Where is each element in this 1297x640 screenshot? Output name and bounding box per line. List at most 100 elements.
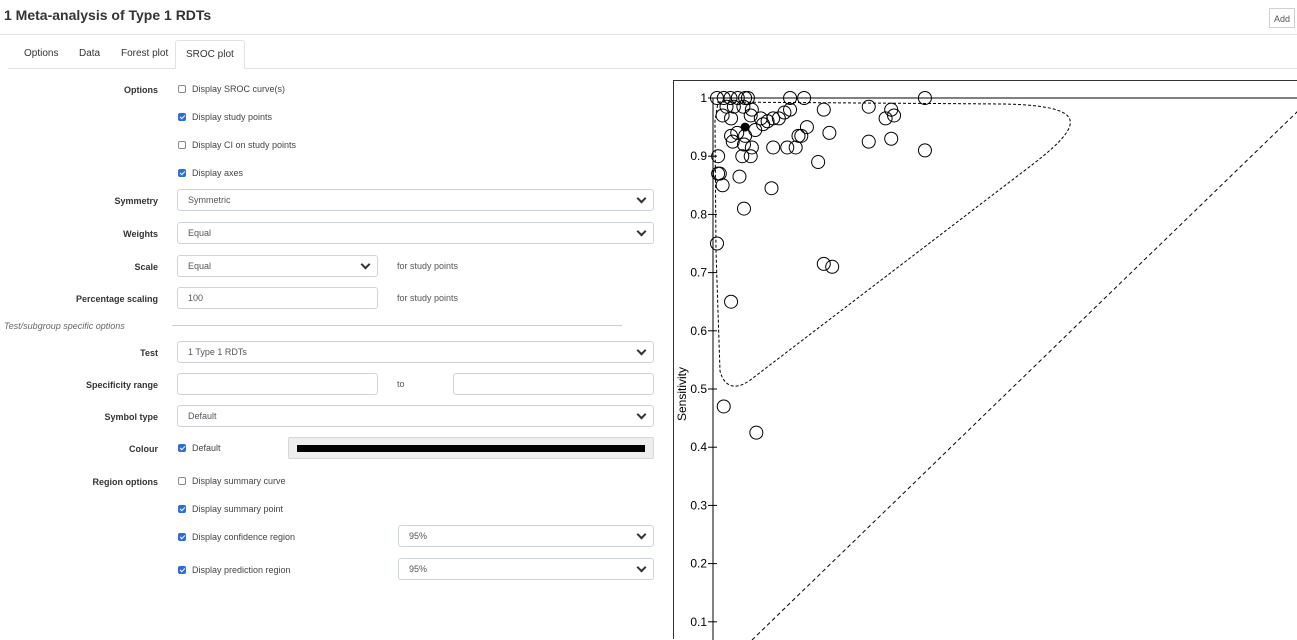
y-tick-label: 0.4: [690, 440, 707, 454]
study-point: [744, 140, 759, 155]
checkbox-icon[interactable]: [178, 85, 186, 93]
scale-hint: for study points: [397, 261, 459, 271]
y-tick-label: 0.3: [690, 498, 707, 512]
chance-diagonal-line: [751, 111, 1297, 640]
study-point: [736, 99, 751, 114]
symmetry-select[interactable]: Symmetric: [177, 189, 654, 211]
display-confidence-region-checkbox[interactable]: Display confidence region: [178, 532, 295, 542]
study-point: [710, 236, 724, 251]
test-label: Test: [140, 348, 158, 358]
checkbox-icon[interactable]: [178, 141, 186, 149]
study-point: [711, 149, 726, 164]
study-point: [749, 425, 764, 440]
checkbox-icon[interactable]: [178, 477, 186, 485]
display-axes-checkbox[interactable]: Display axes: [178, 168, 243, 178]
header-bar: 1 Meta-analysis of Type 1 RDTs Add: [0, 0, 1297, 35]
specificity-to-input[interactable]: [453, 373, 654, 395]
checkbox-checked-icon[interactable]: [178, 169, 186, 177]
study-point: [780, 140, 795, 155]
y-tick-label: 0.6: [690, 324, 707, 338]
options-label: Options: [124, 85, 158, 95]
specificity-from-input[interactable]: [177, 373, 378, 395]
display-summary-curve-checkbox[interactable]: Display summary curve: [178, 476, 286, 486]
select-value: Symmetric: [188, 195, 231, 205]
tab-sroc-plot[interactable]: SROC plot: [175, 40, 245, 69]
checkbox-checked-icon[interactable]: [178, 533, 186, 541]
study-point: [715, 108, 730, 123]
sroc-plot-svg: 0.1 0.2 0.3 0.4 0.5 0.6 0.7 0.8 0.9 1 Sensitivity: [675, 91, 1297, 640]
prediction-region: [714, 101, 1071, 387]
study-point: [816, 102, 831, 117]
study-point: [738, 91, 753, 105]
display-ci-checkbox[interactable]: Display CI on study points: [178, 140, 296, 150]
chevron-down-icon: [360, 259, 371, 270]
display-study-points-checkbox[interactable]: Display study points: [178, 112, 272, 122]
study-point: [730, 125, 745, 140]
select-value: Equal: [188, 261, 212, 271]
study-point: [884, 131, 899, 146]
select-value: Default: [188, 411, 217, 421]
study-point: [712, 166, 727, 181]
checkbox-label: Display SROC curve(s): [192, 84, 286, 94]
study-point: [724, 128, 739, 143]
colour-swatch: [297, 445, 645, 452]
chevron-down-icon: [636, 345, 647, 356]
tab-forest-plot[interactable]: Forest plot: [121, 48, 169, 59]
scale-label: Scale: [134, 262, 158, 272]
checkbox-checked-icon[interactable]: [178, 444, 186, 452]
study-point: [794, 128, 809, 143]
test-select[interactable]: 1 Type 1 RDTs: [177, 341, 654, 363]
study-point: [825, 259, 840, 274]
weights-select[interactable]: Equal: [177, 222, 654, 244]
study-point: [743, 149, 758, 164]
tab-options[interactable]: Options: [24, 48, 59, 59]
checkbox-label: Display CI on study points: [192, 140, 297, 150]
study-point: [716, 399, 731, 414]
chevron-down-icon: [636, 409, 647, 420]
symbol-type-select[interactable]: Default: [177, 405, 654, 427]
section-divider: [172, 325, 622, 326]
checkbox-checked-icon[interactable]: [178, 566, 186, 574]
section-label: Test/subgroup specific options: [4, 321, 125, 331]
chevron-down-icon: [636, 562, 647, 573]
checkbox-checked-icon[interactable]: [178, 113, 186, 121]
colour-label: Colour: [129, 444, 158, 454]
scale-select[interactable]: Equal: [177, 255, 378, 277]
study-point: [917, 91, 932, 105]
study-point: [723, 91, 738, 105]
y-tick-label: 0.7: [690, 266, 707, 280]
study-point: [724, 111, 739, 126]
symmetry-label: Symmetry: [114, 196, 158, 206]
checkbox-checked-icon[interactable]: [178, 505, 186, 513]
sroc-plot: 0.1 0.2 0.3 0.4 0.5 0.6 0.7 0.8 0.9 1 Sensitivity: [673, 80, 1297, 640]
study-point: [748, 123, 763, 138]
study-point: [736, 201, 751, 216]
colour-default-checkbox[interactable]: Default: [178, 443, 221, 453]
study-point: [771, 111, 786, 126]
add-button[interactable]: Add: [1269, 8, 1295, 28]
confidence-region-select[interactable]: 95%: [398, 525, 654, 547]
specificity-range-label: Specificity range: [85, 380, 158, 390]
checkbox-label: Display axes: [192, 168, 244, 178]
summary-point: [740, 122, 750, 132]
checkbox-label: Default: [192, 443, 221, 453]
study-point: [797, 91, 812, 105]
prediction-region-select[interactable]: 95%: [398, 558, 654, 580]
study-point: [783, 91, 798, 105]
study-point: [822, 125, 837, 140]
study-point: [732, 169, 747, 184]
study-point: [744, 102, 759, 117]
display-prediction-region-checkbox[interactable]: Display prediction region: [178, 565, 291, 575]
y-tick-label: 0.8: [690, 207, 707, 221]
percentage-scaling-input[interactable]: 100: [177, 287, 378, 309]
study-point: [861, 99, 876, 114]
symbol-type-label: Symbol type: [104, 412, 158, 422]
tab-data[interactable]: Data: [79, 48, 101, 59]
checkbox-label: Display confidence region: [192, 532, 296, 542]
study-point: [753, 111, 768, 126]
select-value: 95%: [409, 564, 428, 574]
specificity-to-label: to: [397, 379, 405, 389]
display-summary-point-checkbox[interactable]: Display summary point: [178, 504, 283, 514]
colour-picker[interactable]: [288, 437, 654, 459]
display-sroc-curve-checkbox[interactable]: Display SROC curve(s): [178, 84, 285, 94]
